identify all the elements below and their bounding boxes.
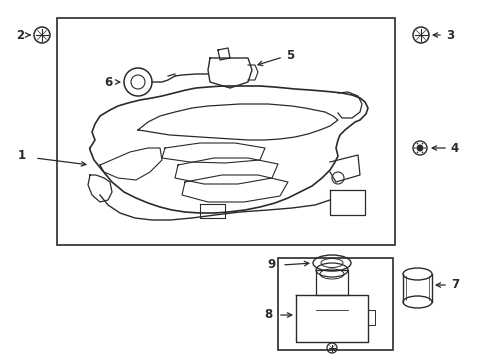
Circle shape xyxy=(416,152,417,153)
Circle shape xyxy=(413,147,415,149)
Circle shape xyxy=(416,145,422,151)
Text: 1: 1 xyxy=(18,149,26,162)
Text: 2: 2 xyxy=(16,28,24,41)
Circle shape xyxy=(424,147,425,149)
Bar xyxy=(278,258,392,350)
Text: 6: 6 xyxy=(103,76,112,89)
Text: 7: 7 xyxy=(450,279,458,292)
Text: 9: 9 xyxy=(267,258,276,271)
Text: 5: 5 xyxy=(285,49,293,62)
Bar xyxy=(57,18,394,245)
Circle shape xyxy=(421,152,423,153)
Circle shape xyxy=(421,143,423,144)
Text: 4: 4 xyxy=(450,141,458,154)
Text: 3: 3 xyxy=(445,28,453,41)
Circle shape xyxy=(416,143,417,144)
Text: 8: 8 xyxy=(264,309,271,321)
